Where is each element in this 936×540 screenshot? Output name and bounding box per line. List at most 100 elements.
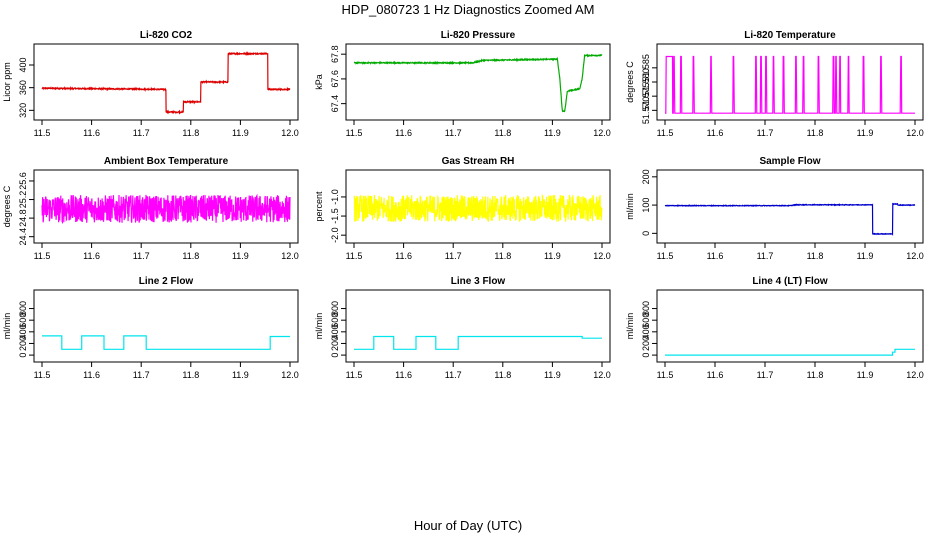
plot-frame (33, 289, 299, 363)
plot-frame (656, 43, 924, 121)
x-tick-label: 11.8 (494, 251, 511, 261)
x-tick-label: 11.9 (544, 128, 561, 138)
panel-4: Ambient Box Temperature degrees C 11.5 11.6… (2, 156, 299, 261)
panel-9: Line 4 (LT) Flow ml/min 11.5 11.6 11.7 11.8 11… (625, 276, 924, 380)
x-tick-label: 11.8 (494, 370, 511, 380)
x-tick-label: 11.8 (182, 370, 199, 380)
x-tick-label: 11.7 (445, 370, 462, 380)
x-tick-label: 11.9 (544, 370, 561, 380)
x-tick-label: 11.7 (757, 370, 774, 380)
y-tick-label: 67.4 (330, 95, 340, 113)
y-tick-label: 0 (18, 353, 28, 358)
y-tick-label: 25.2 (18, 191, 28, 209)
x-tick-label: 11.6 (707, 251, 724, 261)
x-tick-label: 11.7 (757, 128, 774, 138)
y-axis-label: Licor ppm (2, 62, 12, 102)
y-tick-label: 0 (641, 231, 651, 236)
plot-frame (345, 169, 611, 244)
x-tick-label: 11.6 (83, 128, 100, 138)
x-tick-label: 11.5 (34, 370, 51, 380)
y-tick-label: 320 (18, 103, 28, 118)
y-tick-label: 100 (641, 198, 651, 213)
panel-title: Li-820 Pressure (441, 30, 516, 41)
x-tick-label: 11.9 (857, 128, 874, 138)
x-tick-label: 11.6 (707, 370, 724, 380)
x-tick-label: 11.7 (445, 251, 462, 261)
x-tick-label: 11.5 (346, 251, 363, 261)
x-tick-label: 11.8 (494, 128, 511, 138)
y-axis-label: ml/min (2, 313, 12, 340)
x-tick-label: 11.8 (807, 370, 824, 380)
plot-frame (656, 169, 924, 244)
x-tick-label: 12.0 (906, 128, 924, 138)
x-tick-label: 11.5 (346, 128, 363, 138)
y-axis-label: ml/min (314, 313, 324, 340)
x-tick-label: 11.9 (857, 251, 874, 261)
y-tick-label: 800 (641, 301, 651, 316)
y-tick-label: 200 (641, 336, 651, 351)
panel-7: Line 2 Flow ml/min 11.5 11.6 11.7 11.8 11.9 12.… (2, 276, 299, 380)
x-tick-label: 12.0 (593, 128, 611, 138)
series-line (41, 51, 291, 115)
y-tick-label: 800 (18, 301, 28, 316)
y-tick-label: 200 (18, 336, 28, 351)
x-tick-label: 11.7 (133, 128, 150, 138)
x-tick-label: 11.7 (133, 370, 150, 380)
x-tick-label: 11.8 (182, 251, 199, 261)
panel-title: Gas Stream RH (442, 156, 515, 167)
panel-title: Sample Flow (759, 156, 820, 167)
x-tick-label: 11.7 (445, 128, 462, 138)
x-tick-label: 11.5 (34, 251, 51, 261)
y-tick-label: -1.5 (330, 208, 340, 224)
y-tick-label: 400 (18, 324, 28, 339)
x-tick-label: 12.0 (593, 251, 611, 261)
y-tick-label: 24.8 (18, 209, 28, 227)
x-tick-label: 12.0 (281, 128, 299, 138)
plot-frame (656, 289, 924, 363)
x-tick-label: 11.9 (232, 128, 249, 138)
y-tick-label: 25.6 (18, 172, 28, 190)
series-line (42, 335, 290, 350)
y-tick-label: 600 (330, 313, 340, 328)
x-tick-label: 11.8 (807, 128, 824, 138)
y-tick-label: 24.4 (18, 228, 28, 246)
y-tick-label: 51.585 (641, 54, 651, 82)
panel-title: Line 4 (LT) Flow (752, 276, 828, 287)
series-line (41, 193, 291, 225)
y-axis-label: degrees C (625, 61, 635, 103)
plot-frame (33, 169, 299, 244)
x-tick-label: 11.6 (395, 370, 412, 380)
x-tick-label: 11.9 (232, 370, 249, 380)
x-tick-label: 12.0 (906, 251, 924, 261)
x-tick-label: 11.5 (657, 251, 674, 261)
y-axis-label: percent (314, 191, 324, 222)
y-tick-label: 400 (330, 324, 340, 339)
y-tick-label: 600 (641, 313, 651, 328)
series-line (664, 202, 916, 236)
panel-1: Li-820 CO2 Licor ppm 11.5 11.6 11.7 11.8 11.9 1… (2, 30, 299, 138)
x-tick-label: 12.0 (281, 251, 299, 261)
series-line (665, 348, 915, 356)
panel-title: Line 3 Flow (451, 276, 506, 287)
y-tick-label: 200 (330, 336, 340, 351)
x-tick-label: 11.7 (757, 251, 774, 261)
y-tick-label: 400 (641, 324, 651, 339)
page-title: HDP_080723 1 Hz Diagnostics Zoomed AM (341, 2, 595, 17)
panel-6: Sample Flow ml/min 11.5 11.6 11.7 11.8 11.9 12.… (625, 156, 924, 261)
panel-title: Li-820 CO2 (140, 30, 193, 41)
plot-frame (345, 289, 611, 363)
x-tick-label: 11.7 (133, 251, 150, 261)
y-tick-label: 360 (18, 80, 28, 95)
y-tick-label: -2.0 (330, 227, 340, 243)
x-tick-label: 11.9 (857, 370, 874, 380)
panel-title: Line 2 Flow (139, 276, 194, 287)
y-tick-label: 0 (330, 353, 340, 358)
x-tick-label: 11.6 (395, 251, 412, 261)
panel-title: Li-820 Temperature (744, 30, 836, 41)
x-tick-label: 11.5 (346, 370, 363, 380)
plot-frame (345, 43, 611, 121)
y-tick-label: 67.6 (330, 70, 340, 88)
series-line (665, 55, 915, 114)
x-tick-label: 12.0 (281, 370, 299, 380)
x-tick-label: 11.8 (182, 128, 199, 138)
